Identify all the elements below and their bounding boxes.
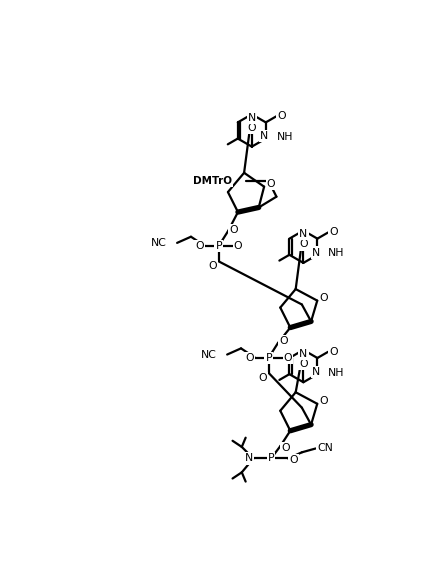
Text: NH: NH [277, 132, 293, 142]
Text: O: O [278, 111, 286, 121]
Text: O: O [195, 241, 204, 251]
Text: O: O [320, 293, 329, 304]
Text: P: P [266, 353, 272, 362]
Text: N: N [299, 229, 308, 240]
Text: O: O [299, 240, 308, 250]
Text: O: O [289, 455, 298, 465]
Text: O: O [208, 261, 217, 271]
Text: NH: NH [328, 367, 345, 378]
Text: O: O [245, 353, 254, 362]
Text: N: N [312, 367, 320, 377]
Text: O: O [234, 241, 242, 251]
Text: O: O [329, 227, 338, 237]
Text: NH: NH [328, 249, 345, 258]
Text: P: P [215, 241, 222, 251]
Text: O: O [320, 397, 329, 407]
Text: P: P [268, 453, 274, 463]
Text: N: N [260, 131, 268, 141]
Text: N: N [245, 453, 253, 463]
Text: O: O [281, 443, 290, 453]
Text: N: N [299, 349, 308, 359]
Text: O: O [299, 359, 308, 369]
Text: CN: CN [317, 443, 333, 453]
Text: O: O [284, 353, 292, 362]
Text: O: O [279, 337, 288, 347]
Text: O: O [258, 373, 267, 383]
Text: DMTrO: DMTrO [193, 176, 232, 186]
Text: N: N [312, 247, 320, 257]
Text: O: O [229, 225, 238, 235]
Text: NC: NC [201, 350, 217, 360]
Text: O: O [267, 178, 275, 188]
Text: O: O [248, 123, 256, 133]
Text: N: N [248, 113, 256, 123]
Text: NC: NC [151, 238, 167, 248]
Text: O: O [329, 347, 338, 357]
